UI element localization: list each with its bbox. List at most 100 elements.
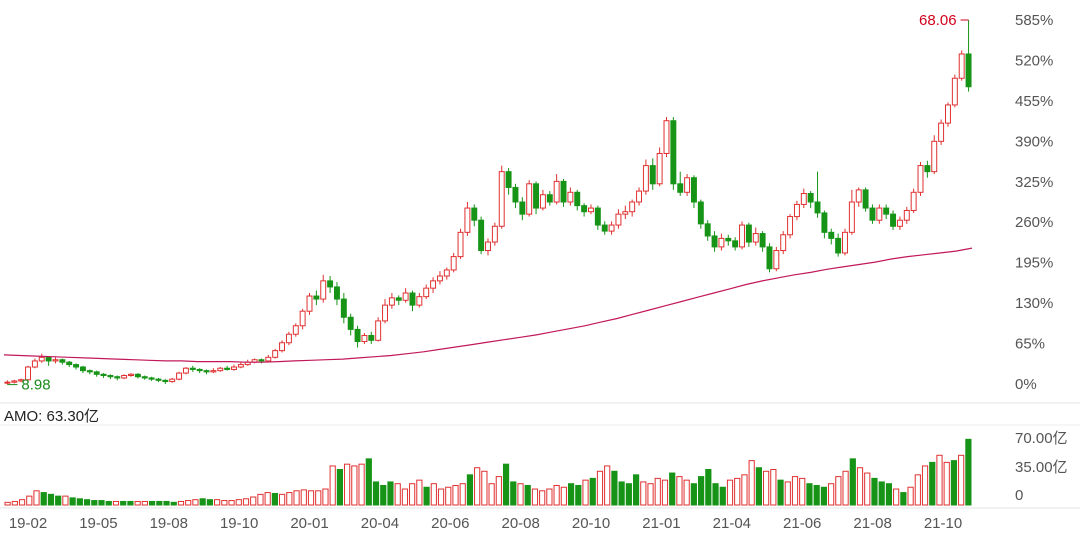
volume-bar <box>250 496 257 506</box>
candle-body <box>711 235 718 248</box>
candle-body <box>560 180 567 203</box>
volume-bar <box>907 486 914 506</box>
volume-bar <box>553 484 560 506</box>
volume-bar <box>669 472 676 506</box>
candle-body <box>505 171 512 188</box>
volume-bar <box>344 463 351 506</box>
volume-bar <box>83 499 91 506</box>
candle-body <box>526 183 533 215</box>
volume-bar <box>777 479 784 506</box>
volume-bar <box>481 470 488 506</box>
volume-bar <box>921 465 929 506</box>
candlestick-series <box>4 20 972 385</box>
candle-body <box>361 334 368 343</box>
candle-body <box>814 201 821 214</box>
volume-bar <box>828 483 835 506</box>
volume-series <box>4 438 972 506</box>
x-tick-label: 21-10 <box>924 515 962 532</box>
volume-bar <box>502 463 510 506</box>
candle-body <box>471 207 478 221</box>
candle-body <box>491 225 498 243</box>
volume-bar <box>770 469 777 506</box>
volume-bar <box>192 499 199 506</box>
grid <box>0 402 1080 509</box>
candle-body <box>869 207 876 221</box>
candle-body <box>354 328 361 343</box>
candle-body <box>567 191 574 203</box>
price-annotations: 68.06 8.98 <box>7 12 969 394</box>
moving-average-line <box>3 247 973 363</box>
volume-bar <box>380 484 387 506</box>
volume-bar <box>856 467 864 506</box>
volume-bar <box>943 461 950 506</box>
candle-body <box>128 373 134 377</box>
volume-bar <box>177 500 185 506</box>
volume-bar <box>582 479 589 506</box>
x-tick-label: 20-08 <box>502 515 540 532</box>
volume-bar <box>452 484 459 506</box>
candle-body <box>4 381 11 384</box>
candle-body <box>217 367 224 372</box>
candle-body <box>553 180 560 203</box>
candle-body <box>59 359 66 363</box>
volume-bar <box>76 498 83 506</box>
candle-body <box>636 190 643 203</box>
candle-body <box>588 207 594 213</box>
low-price-label: 8.98 <box>21 377 50 394</box>
volume-bar <box>611 470 618 506</box>
volume-bar <box>763 470 770 506</box>
x-tick-label: 19-10 <box>220 515 258 532</box>
volume-bar <box>647 483 654 506</box>
volume-bar <box>878 481 885 506</box>
volume-bar <box>712 483 719 506</box>
x-tick-label: 21-01 <box>642 515 680 532</box>
candle-body <box>155 378 162 381</box>
candle-body <box>615 213 622 226</box>
volume-bar <box>734 477 741 506</box>
volume-bar <box>705 469 712 506</box>
candle-body <box>313 295 320 300</box>
y-tick-label: 325% <box>1015 174 1053 191</box>
candle-body <box>608 224 615 232</box>
candle-body <box>100 373 107 377</box>
candle-body <box>773 250 780 270</box>
candle-body <box>622 211 629 215</box>
price-y-axis: 0% 65% 130% 195% 260% 325% 390% 455% 520% 585% <box>1015 12 1053 393</box>
candle-body <box>409 292 416 306</box>
volume-bar <box>156 500 163 506</box>
candle-body <box>533 183 540 209</box>
candle-body <box>38 356 45 362</box>
candle-body <box>107 375 114 378</box>
candle-body <box>690 177 697 203</box>
volume-bar <box>401 488 409 506</box>
volume-bar <box>235 499 242 506</box>
candle-body <box>306 295 313 312</box>
candle-body <box>855 189 862 203</box>
candle-body <box>464 207 471 233</box>
candle-body <box>368 334 375 341</box>
candle-body <box>265 356 272 362</box>
volume-bar <box>372 481 380 506</box>
volume-bar <box>127 500 134 506</box>
candle-body <box>382 304 388 322</box>
volume-bar <box>719 486 726 506</box>
candle-body <box>457 231 464 258</box>
volume-bar <box>293 490 300 506</box>
volume-bar <box>358 463 365 506</box>
candle-body <box>787 216 794 236</box>
candle-body <box>951 77 958 106</box>
candle-body <box>66 361 73 366</box>
y-tick-label: 130% <box>1015 295 1053 312</box>
candle-body <box>807 193 814 203</box>
candle-body <box>656 152 663 185</box>
volume-bar <box>33 490 40 506</box>
volume-bar <box>55 495 62 506</box>
volume-y-axis: 70.00亿 35.00亿 0 <box>1015 430 1068 504</box>
volume-tick-label: 0 <box>1015 487 1023 504</box>
volume-bar <box>26 495 33 506</box>
volume-bar <box>112 500 120 506</box>
volume-bar <box>47 493 55 506</box>
candle-body <box>18 379 25 382</box>
candle-body <box>649 165 656 185</box>
candle-body <box>539 194 546 209</box>
